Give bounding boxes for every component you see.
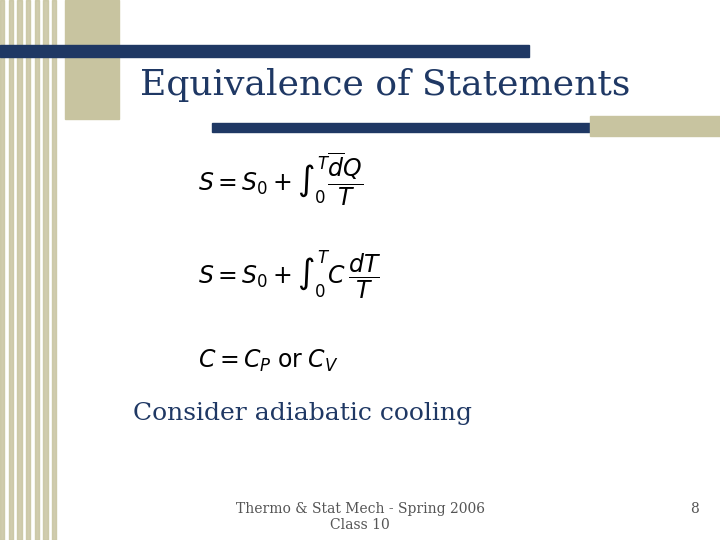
Text: $S = S_0 + \int_0^T \dfrac{\overline{d}Q}{T}$: $S = S_0 + \int_0^T \dfrac{\overline{d}Q… [198,151,364,208]
Text: Thermo & Stat Mech - Spring 2006
Class 10: Thermo & Stat Mech - Spring 2006 Class 1… [235,502,485,532]
Bar [35,0,39,540]
Text: Consider adiabatic cooling: Consider adiabatic cooling [133,402,472,426]
Bar [9,0,13,540]
Text: 8: 8 [690,502,698,516]
Text: $C = C_P\;\mathrm{or}\;C_V$: $C = C_P\;\mathrm{or}\;C_V$ [198,348,338,375]
Bar [0,0,4,540]
Text: $S = S_0 + \int_0^T C\,\dfrac{dT}{T}$: $S = S_0 + \int_0^T C\,\dfrac{dT}{T}$ [198,248,381,301]
Bar [26,0,30,540]
Bar [65,0,119,119]
Bar [590,116,720,136]
Bar [52,0,56,540]
Bar [43,0,48,540]
Bar [0,45,529,57]
Bar [17,0,22,540]
Bar [212,123,720,132]
Text: Equivalence of Statements: Equivalence of Statements [140,68,631,102]
